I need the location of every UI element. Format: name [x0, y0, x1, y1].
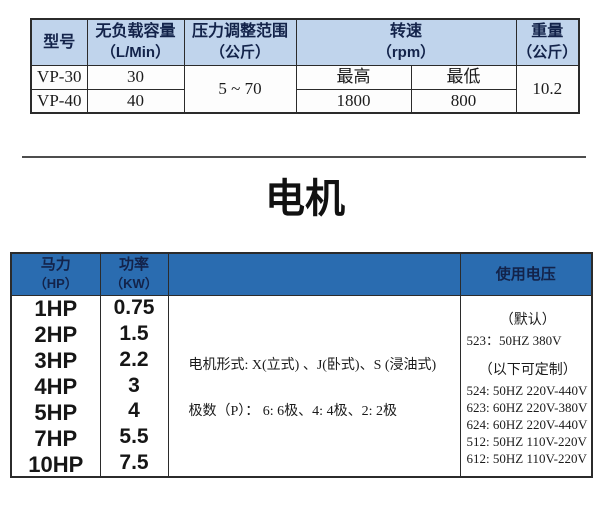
- pressure-label: 压力调整范围: [191, 23, 288, 41]
- motor-poles-line: 极数（P）： 6: 6极、4: 4极、2: 2极: [188, 403, 397, 419]
- kw-value: 7.5: [119, 450, 149, 474]
- pump-header-pressure: 压力调整范围 （公斤）: [183, 18, 297, 66]
- voltage-option: 524: 50HZ 220V-440V: [466, 382, 588, 398]
- pump-header-capacity: 无负载容量 （L/Min）: [86, 18, 185, 66]
- kw-value: 0.75: [113, 296, 155, 320]
- capacity-unit: （L/Min）: [100, 44, 171, 62]
- pressure-unit: （公斤）: [209, 44, 270, 62]
- speed-max-label: 最高: [295, 64, 412, 90]
- pump-row-vp40: VP-40 40 1800 800: [30, 88, 579, 114]
- motor-header-voltage: 使用电压: [459, 252, 593, 296]
- kw-label: 功率: [118, 256, 149, 274]
- speed-max-value: 1800: [295, 88, 412, 114]
- pump-header-speed: 转速 （rpm）: [295, 18, 517, 66]
- kw-column: 0.75 1.5 2.2 3 4 5.5 7.5: [99, 294, 169, 477]
- motor-header-hp: 马力 （HP）: [10, 252, 101, 296]
- pump-header-model: 型号: [30, 18, 88, 66]
- model-value: VP-30: [30, 64, 88, 90]
- motor-header-spacer: [167, 252, 461, 296]
- hp-value: 2HP: [34, 321, 78, 347]
- section-divider: [22, 156, 586, 158]
- pump-header-row: 型号 无负载容量 （L/Min） 压力调整范围 （公斤） 转速 （rpm） 重量…: [30, 18, 580, 66]
- hp-value: 7HP: [34, 425, 78, 451]
- speed-unit: （rpm）: [376, 44, 436, 62]
- voltage-option: 623: 60HZ 220V-380V: [466, 399, 588, 415]
- model-value: VP-40: [30, 88, 88, 114]
- pump-row-vp30: VP-30 30 5 ~ 70 最高 最低 10.2: [30, 64, 580, 114]
- motor-header-row: 马力 （HP） 功率 （KW） 使用电压: [10, 252, 593, 296]
- motor-body-row: 1HP 2HP 3HP 4HP 5HP 7HP 10HP 0.75 1.5 2.…: [10, 294, 593, 477]
- capacity-label: 无负载容量: [95, 23, 176, 41]
- hp-value: 10HP: [28, 451, 84, 477]
- kw-value: 2.2: [119, 347, 149, 371]
- motor-header-kw: 功率 （KW）: [99, 252, 169, 296]
- hp-value: 4HP: [34, 373, 78, 399]
- voltage-custom-label: （以下可定制）: [478, 362, 577, 378]
- speed-min-value: 800: [410, 88, 517, 114]
- speed-label: 转速: [389, 23, 422, 41]
- kw-value: 4: [128, 399, 140, 423]
- voltage-cell: （默认） 523：50HZ 380V （以下可定制） 524: 50HZ 220…: [459, 294, 593, 477]
- kw-unit: （KW）: [110, 276, 158, 292]
- weight-unit: （公斤）: [517, 44, 578, 62]
- pump-header-weight: 重量 （公斤）: [515, 18, 580, 66]
- hp-column: 1HP 2HP 3HP 4HP 5HP 7HP 10HP: [10, 294, 101, 477]
- hp-label: 马力: [40, 256, 71, 274]
- voltage-option: 624: 60HZ 220V-440V: [466, 416, 588, 432]
- voltage-option: 612: 50HZ 110V-220V: [466, 450, 587, 466]
- speed-min-label: 最低: [410, 64, 517, 90]
- voltage-default-label: （默认）: [499, 312, 556, 328]
- kw-value: 3: [128, 373, 140, 397]
- kw-value: 1.5: [119, 322, 149, 346]
- capacity-value: 30: [86, 64, 185, 90]
- capacity-value: 40: [86, 88, 185, 114]
- voltage-option: 512: 50HZ 110V-220V: [466, 433, 587, 449]
- kw-value: 5.5: [119, 424, 149, 448]
- hp-value: 3HP: [34, 347, 78, 373]
- hp-value: 5HP: [34, 399, 78, 425]
- voltage-default-value: 523：50HZ 380V: [466, 332, 562, 348]
- weight-label: 重量: [531, 23, 564, 41]
- hp-value: 1HP: [34, 295, 78, 321]
- hp-unit: （HP）: [33, 276, 78, 292]
- section-title: 电机: [265, 177, 345, 221]
- motor-spec-table: 马力 （HP） 功率 （KW） 使用电压 1HP 2HP 3HP 4HP 5HP…: [10, 252, 593, 478]
- pump-spec-table: 型号 无负载容量 （L/Min） 压力调整范围 （公斤） 转速 （rpm） 重量…: [30, 18, 580, 114]
- weight-value: 10.2: [515, 64, 580, 114]
- motor-type-line: 电机形式: X(立式) 、J(卧式)、S (浸油式): [188, 357, 437, 373]
- pressure-range-value: 5 ~ 70: [183, 64, 297, 114]
- motor-info-cell: 电机形式: X(立式) 、J(卧式)、S (浸油式) 极数（P）： 6: 6极、…: [167, 294, 461, 477]
